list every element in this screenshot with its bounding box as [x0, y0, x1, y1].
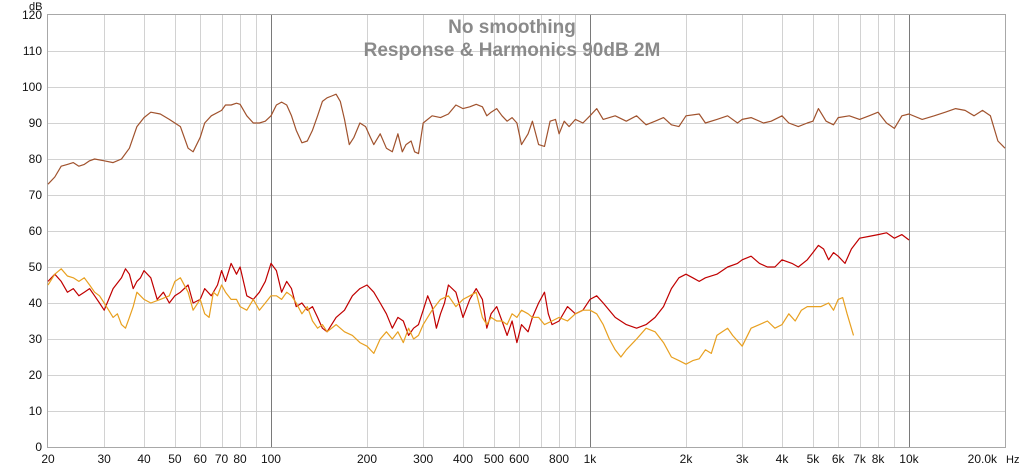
y-tick-label: 50	[29, 260, 43, 274]
chart-subtitle: Response & Harmonics 90dB 2M	[364, 40, 661, 61]
series-line	[47, 93, 1006, 185]
y-axis-unit: dB	[29, 1, 42, 13]
x-tick-label: 400	[453, 452, 473, 466]
x-tick-label: 4k	[776, 452, 790, 466]
x-tick-label: 6k	[832, 452, 846, 466]
y-tick-label: 40	[29, 296, 43, 310]
x-tick-label: 20	[41, 452, 55, 466]
y-tick-label: 120	[22, 8, 42, 22]
x-tick-label: 20.0k	[968, 452, 998, 466]
y-tick-label: 90	[29, 116, 43, 130]
x-tick-label: 600	[509, 452, 529, 466]
x-tick-label: 7k	[853, 452, 867, 466]
x-tick-label: 30	[97, 452, 111, 466]
x-tick-label: 5k	[807, 452, 821, 466]
y-tick-label: 10	[29, 404, 43, 418]
axis-labels: 0 10 20 30 40 50 60 70 80 90 100 110 120 20 30 40 50 60 70…	[22, 8, 1019, 466]
y-tick-label: 0	[35, 440, 42, 454]
y-tick-label: 80	[29, 152, 43, 166]
x-tick-label: 800	[549, 452, 569, 466]
y-tick-label: 30	[29, 332, 43, 346]
x-tick-label: 500	[484, 452, 504, 466]
x-tick-label: 50	[168, 452, 182, 466]
series-group	[47, 93, 1006, 365]
x-tick-label: 70	[215, 452, 229, 466]
y-tick-label: 20	[29, 368, 43, 382]
x-tick-label: 60	[194, 452, 208, 466]
y-tick-label: 60	[29, 224, 43, 238]
x-tick-label: 40	[137, 452, 151, 466]
chart-title: No smoothing	[448, 17, 576, 38]
x-tick-label: 300	[413, 452, 433, 466]
x-tick-label: 100	[261, 452, 281, 466]
x-tick-label: 8k	[872, 452, 886, 466]
y-tick-label: 70	[29, 188, 43, 202]
plot-frame	[47, 14, 1006, 448]
x-tick-label: 80	[233, 452, 247, 466]
x-tick-label: 1k	[584, 452, 598, 466]
series-line	[47, 232, 910, 344]
x-tick-label: 200	[357, 452, 377, 466]
x-axis-unit: Hz	[1006, 454, 1019, 466]
y-tick-label: 100	[22, 80, 42, 94]
grid	[48, 15, 1005, 447]
y-tick-label: 110	[23, 44, 42, 58]
x-tick-label: 10k	[899, 452, 919, 466]
x-tick-label: 3k	[736, 452, 750, 466]
series-line	[47, 268, 855, 365]
x-tick-label: 2k	[680, 452, 694, 466]
